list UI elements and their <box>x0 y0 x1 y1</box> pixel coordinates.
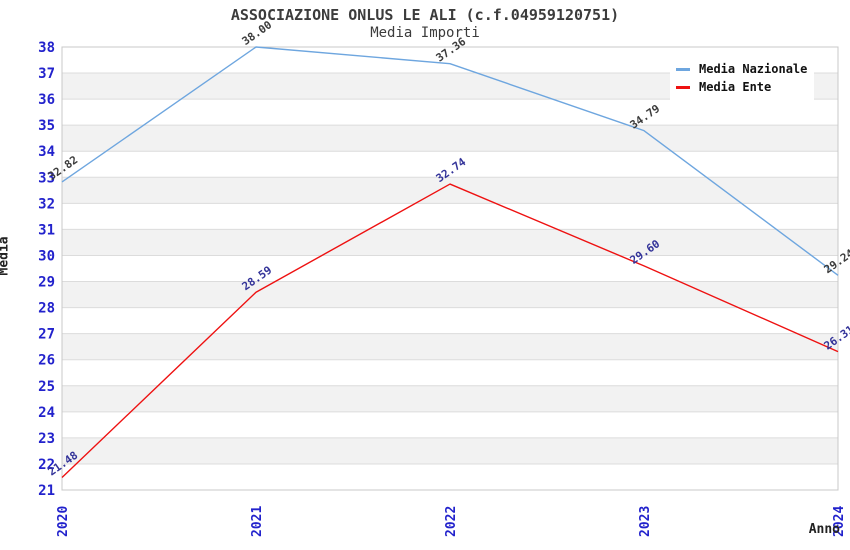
y-tick-label: 23 <box>38 431 55 447</box>
grid-band <box>62 307 838 334</box>
legend: Media Nazionale Media Ente <box>670 54 814 102</box>
grid-band <box>62 99 838 126</box>
legend-entry-media-ente: Media Ente <box>676 78 814 96</box>
line-swatch-icon <box>676 85 690 89</box>
chart-title: ASSOCIAZIONE ONLUS LE ALI (c.f.049591207… <box>230 6 620 24</box>
y-tick-label: 33 <box>38 170 55 186</box>
x-tick-label: 2020 <box>56 506 71 537</box>
grid-band <box>62 255 838 282</box>
x-tick-label: 2023 <box>638 506 653 537</box>
x-tick-label: 2024 <box>832 506 847 537</box>
y-tick-label: 28 <box>38 301 55 317</box>
grid-band <box>62 281 838 308</box>
x-axis-title: Anno <box>808 522 840 537</box>
grid-band <box>62 411 838 438</box>
y-tick-label: 35 <box>38 118 55 134</box>
grid-band <box>62 151 838 178</box>
y-tick-label: 36 <box>38 92 55 108</box>
y-tick-label: 21 <box>38 483 55 499</box>
line-swatch-icon <box>676 67 690 71</box>
x-tick-label: 2021 <box>250 506 265 537</box>
legend-entry-media-nazionale: Media Nazionale <box>676 60 814 78</box>
grid-band <box>62 203 838 230</box>
y-tick-label: 37 <box>38 66 55 82</box>
grid-band <box>62 333 838 360</box>
legend-label: Media Nazionale <box>699 62 808 76</box>
series-line-media-nazionale <box>61 46 839 276</box>
legend-label: Media Ente <box>699 80 772 94</box>
y-tick-label: 29 <box>38 275 55 291</box>
grid-band <box>62 437 838 464</box>
y-tick-label: 22 <box>38 457 55 473</box>
grid-band <box>62 125 838 152</box>
y-tick-label: 24 <box>38 405 55 421</box>
chart-subtitle: Media Importi <box>370 25 480 41</box>
y-tick-label: 25 <box>38 379 55 395</box>
grid-band <box>62 229 838 256</box>
grid-band <box>62 177 838 204</box>
y-tick-label: 31 <box>38 222 55 238</box>
grid-band <box>62 385 838 412</box>
y-tick-label: 26 <box>38 353 55 369</box>
grid-band <box>62 359 838 386</box>
y-tick-label: 27 <box>38 327 55 343</box>
y-axis-title: Media <box>0 236 12 276</box>
y-tick-label: 30 <box>38 248 55 264</box>
y-tick-label: 34 <box>38 144 55 160</box>
y-tick-label: 32 <box>38 196 55 212</box>
y-tick-label: 38 <box>38 40 55 56</box>
series-line-media-ente <box>61 183 839 478</box>
x-tick-label: 2022 <box>444 506 459 537</box>
plot-border <box>61 46 839 491</box>
grid-band <box>62 463 838 490</box>
